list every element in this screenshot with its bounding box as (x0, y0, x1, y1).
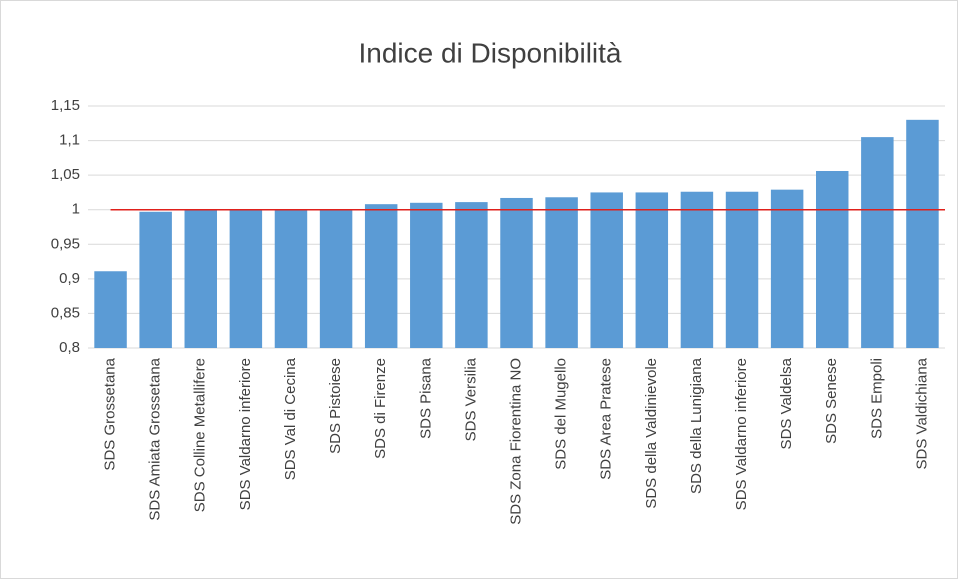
bar (725, 191, 759, 348)
x-tick-label: SDS Val di Cecina (282, 357, 299, 480)
bar (274, 209, 308, 348)
bar (590, 192, 623, 348)
bar (410, 202, 443, 348)
chart-title: Indice di Disponibilità (358, 37, 621, 68)
y-tick-label: 0,8 (59, 339, 80, 356)
x-tick-label: SDS Senese (823, 358, 840, 444)
x-tick-label: SDS Versilia (462, 357, 479, 441)
x-tick-label: SDS Valdichiana (913, 357, 930, 469)
x-tick-label: SDS Zona Fiorentina NO (507, 358, 524, 525)
bar (680, 191, 714, 348)
y-tick-label: 1,1 (59, 132, 80, 149)
bar (229, 209, 263, 348)
x-tick-label: SDS Pistoiese (327, 358, 344, 454)
y-tick-label: 1,15 (51, 97, 80, 114)
x-tick-label: SDS del Mugello (553, 358, 570, 470)
bar (635, 192, 669, 348)
x-tick-label: SDS di Firenze (372, 358, 389, 459)
x-tick-label: SDS Pisana (417, 357, 434, 439)
x-tick-label: SDS Amiata Grossetana (147, 357, 164, 520)
bar (861, 137, 894, 348)
y-tick-label: 1,05 (51, 166, 80, 183)
bar (770, 189, 804, 348)
x-tick-label: SDS Valdarno inferiore (733, 358, 750, 510)
bar (500, 197, 533, 348)
bar (364, 204, 398, 348)
bar (455, 202, 488, 348)
x-tick-label: SDS Valdelsa (778, 357, 795, 449)
y-tick-label: 1 (72, 201, 80, 218)
bar (184, 209, 218, 348)
y-tick-label: 0,9 (59, 270, 80, 287)
bar (545, 197, 578, 348)
x-tick-label: SDS Grossetana (102, 357, 119, 470)
bar (815, 170, 849, 348)
x-tick-label: SDS Valdarno inferiore (237, 358, 254, 510)
bar (906, 119, 939, 348)
x-tick-label: SDS della Valdinievole (643, 358, 660, 509)
x-tick-label: SDS Area Pratese (598, 358, 615, 480)
bar (139, 211, 172, 348)
x-tick-label: SDS Colline Metallifere (192, 358, 209, 512)
y-tick-label: 0,95 (51, 235, 80, 252)
bar (94, 271, 127, 348)
y-tick-label: 0,85 (51, 304, 80, 321)
bar (319, 209, 353, 348)
x-tick-label: SDS della Lunigiana (688, 357, 705, 494)
x-tick-label: SDS Empoli (868, 358, 885, 439)
